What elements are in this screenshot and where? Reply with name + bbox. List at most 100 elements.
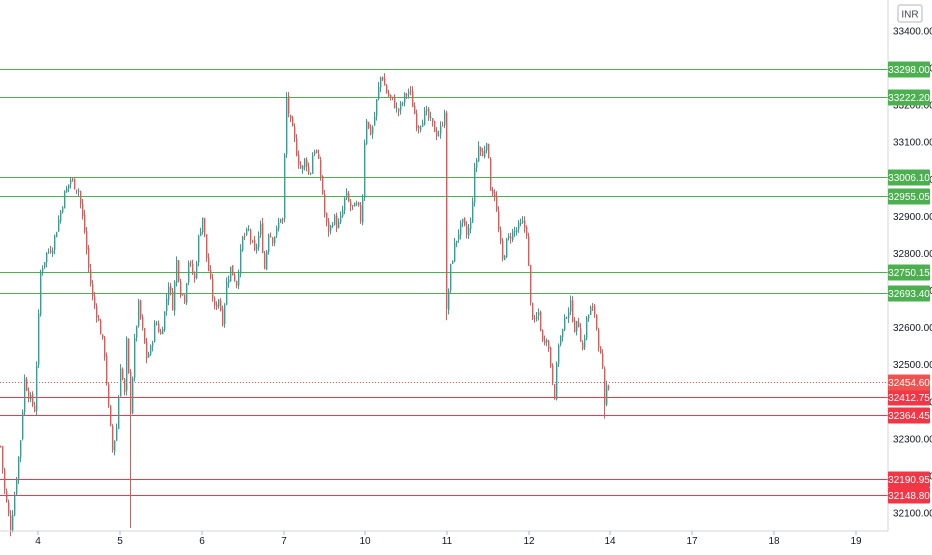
candle-body: [592, 306, 594, 308]
candle-body: [124, 379, 126, 392]
candle-body: [240, 248, 242, 274]
time-tick-label: 6: [199, 536, 205, 547]
candle-body: [116, 428, 118, 441]
candle-body: [236, 281, 238, 286]
level-badge-label: 33222.20: [888, 93, 930, 104]
candle-body: [86, 231, 88, 250]
candle-body: [530, 265, 532, 303]
price-tick-label: 32800.00: [893, 249, 932, 260]
candle-body: [454, 242, 456, 262]
candle-body: [180, 281, 182, 296]
candle-body: [332, 225, 334, 227]
candle-body: [142, 317, 144, 328]
candle-body: [132, 378, 134, 414]
candle-body: [62, 207, 64, 212]
candle-body: [424, 110, 426, 125]
candle-body: [34, 405, 36, 412]
candle-body: [382, 77, 384, 80]
candle-body: [372, 126, 374, 134]
candle-body: [286, 96, 288, 155]
candle-body: [324, 194, 326, 214]
candle-body: [438, 134, 440, 136]
candle-body: [88, 248, 90, 268]
candle-body: [254, 239, 256, 251]
candle-body: [226, 281, 228, 305]
candle-body: [102, 334, 104, 338]
candle-body: [188, 262, 190, 283]
candle-body: [442, 125, 444, 127]
candle-body: [596, 314, 598, 329]
candle-body: [244, 235, 246, 237]
resistance-level-badge: [888, 188, 930, 205]
candle-body: [118, 397, 120, 429]
candle-body: [484, 150, 486, 158]
currency-badge-label: INR: [901, 10, 918, 21]
candle-body: [456, 240, 458, 244]
candle-body: [466, 225, 468, 235]
candle-body: [574, 320, 576, 333]
candle-body: [82, 203, 84, 216]
candle-body: [232, 265, 234, 276]
candle-body: [368, 121, 370, 129]
candle-body: [590, 306, 592, 315]
candle-body: [472, 201, 474, 222]
candle-body: [394, 97, 396, 108]
candle-body: [204, 217, 206, 235]
resistance-level-badge: [888, 169, 930, 186]
candle-body: [380, 77, 382, 88]
candle-body: [114, 440, 116, 452]
candle-body: [288, 95, 290, 114]
time-tick-label: 4: [35, 536, 41, 547]
candle-body: [28, 390, 30, 400]
candle-body: [94, 296, 96, 306]
candle-body: [168, 286, 170, 301]
level-badge-label: 32190.95: [888, 475, 930, 486]
time-axis[interactable]: 4 5 6 7 10 11 12 14 17 18 19: [35, 531, 862, 547]
candle-body: [436, 131, 438, 137]
candle-body: [164, 311, 166, 331]
candle-body: [366, 120, 368, 144]
resistance-level-badge: [888, 264, 930, 281]
candle-body: [550, 347, 552, 367]
resistance-level-badge: [888, 285, 930, 302]
candle-body: [356, 203, 358, 205]
candle-body: [548, 341, 550, 349]
candle-body: [408, 91, 410, 94]
candle-body: [172, 291, 174, 311]
candle-body: [338, 221, 340, 228]
price-tick-label: 32500.00: [893, 360, 932, 371]
candle-body: [206, 234, 208, 258]
horizontal-levels: [0, 69, 888, 496]
candle-body: [396, 107, 398, 109]
candle-body: [316, 150, 318, 153]
candle-body: [584, 338, 586, 348]
candle-body: [462, 218, 464, 223]
candle-body: [140, 300, 142, 318]
candle-body: [212, 278, 214, 299]
candle-body: [202, 217, 204, 233]
candle-body: [536, 316, 538, 319]
candle-body: [90, 269, 92, 284]
candle-body: [370, 126, 372, 135]
candle-body: [322, 176, 324, 194]
candle-body: [448, 291, 450, 311]
candle-body: [148, 354, 150, 358]
level-badge-label: 33006.10: [888, 173, 930, 184]
candle-body: [184, 295, 186, 303]
candle-body: [10, 515, 12, 532]
candle-body: [600, 346, 602, 354]
candle-body: [386, 85, 388, 94]
candle-body: [18, 456, 20, 480]
candle-body: [534, 318, 536, 320]
level-badge-label: 32693.40: [888, 289, 930, 300]
time-tick-label: 19: [850, 536, 862, 547]
candle-body: [516, 229, 518, 232]
currency-badge[interactable]: INR: [897, 4, 923, 23]
candle-body: [296, 138, 298, 156]
candle-body: [56, 232, 58, 238]
candle-body: [156, 323, 158, 325]
level-badge-label: 32750.15: [888, 268, 930, 279]
candle-body: [524, 220, 526, 228]
